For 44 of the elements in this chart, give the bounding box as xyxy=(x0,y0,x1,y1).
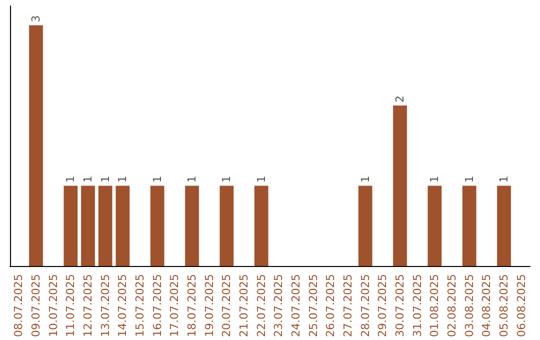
data-label: 1 xyxy=(462,176,476,183)
x-tick-label: 30.07.2025 xyxy=(394,274,406,338)
x-tick-label: 10.07.2025 xyxy=(46,274,60,338)
x-tick-label: 27.07.2025 xyxy=(342,274,354,338)
x-tick-label: 28.07.2025 xyxy=(358,274,372,338)
x-tick-label: 23.07.2025 xyxy=(272,274,286,338)
x-tick-label: 03.08.2025 xyxy=(462,274,476,338)
x-tick-label: 11.07.2025 xyxy=(64,274,78,338)
data-label: 3 xyxy=(30,15,42,22)
x-tick-label: 05.08.2025 xyxy=(498,274,510,338)
data-label: 1 xyxy=(428,176,442,183)
data-label: 1 xyxy=(498,176,510,183)
x-tick-label: 12.07.2025 xyxy=(82,274,94,338)
x-tick-label: 04.08.2025 xyxy=(480,274,494,338)
data-label: 1 xyxy=(150,176,164,183)
x-tick-label: 19.07.2025 xyxy=(202,274,216,338)
x-tick-label: 01.08.2025 xyxy=(428,274,442,338)
x-tick-label: 15.07.2025 xyxy=(134,274,146,338)
data-label: 1 xyxy=(220,176,234,183)
x-tick-label: 14.07.2025 xyxy=(116,274,130,338)
x-tick-label: 08.07.2025 xyxy=(12,274,26,338)
x-tick-label: 13.07.2025 xyxy=(98,274,112,338)
x-tick-label: 24.07.2025 xyxy=(290,274,302,338)
data-label: 1 xyxy=(254,176,268,183)
x-tick-label: 02.08.2025 xyxy=(446,274,458,338)
data-label: 1 xyxy=(82,176,94,183)
x-tick-label: 29.07.2025 xyxy=(376,274,390,338)
x-tick-label: 21.07.2025 xyxy=(238,274,250,338)
x-tick-label: 20.07.2025 xyxy=(220,274,234,338)
data-label: 1 xyxy=(64,176,78,183)
x-tick-label: 31.07.2025 xyxy=(410,274,424,338)
data-label: 1 xyxy=(116,176,130,183)
data-label: 2 xyxy=(394,96,406,103)
data-label: 1 xyxy=(358,176,372,183)
x-tick-label: 17.07.2025 xyxy=(168,274,182,338)
x-tick-label: 16.07.2025 xyxy=(150,274,164,338)
x-tick-label: 22.07.2025 xyxy=(254,274,268,338)
x-tick-label: 26.07.2025 xyxy=(324,274,338,338)
data-label: 1 xyxy=(98,176,112,183)
data-label: 1 xyxy=(186,176,198,183)
x-tick-label: 18.07.2025 xyxy=(186,274,198,338)
x-tick-label: 09.07.2025 xyxy=(30,274,42,338)
x-tick-label: 06.08.2025 xyxy=(514,274,528,338)
x-tick-label: 25.07.2025 xyxy=(306,274,320,338)
